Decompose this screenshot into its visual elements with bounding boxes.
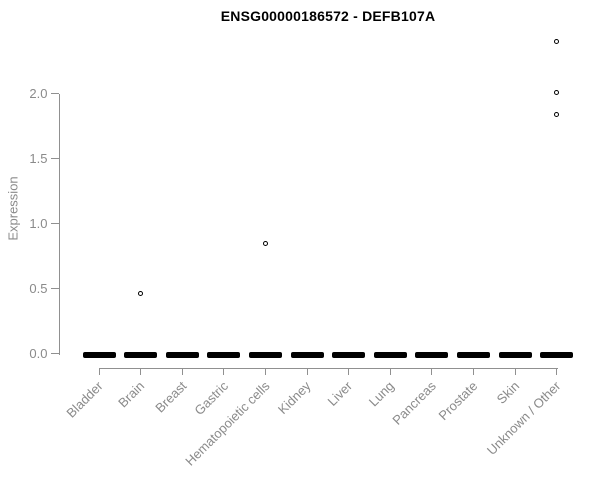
zero-expression-cluster [207, 352, 241, 358]
zero-expression-cluster [290, 352, 324, 358]
zero-expression-cluster [124, 352, 158, 358]
x-tick-label: Prostate [435, 378, 481, 424]
zero-expression-cluster [373, 352, 407, 358]
y-tick-mark [50, 223, 59, 224]
x-tick-mark [514, 368, 516, 375]
y-axis-line [58, 93, 60, 355]
zero-expression-cluster [498, 352, 532, 358]
x-tick-label: Bladder [63, 378, 106, 421]
outlier-point [138, 291, 144, 297]
x-tick-mark [223, 368, 225, 375]
x-tick-label: Gastric [190, 378, 231, 419]
x-tick-label: Skin [493, 378, 522, 407]
y-tick-label: 0.5 [29, 280, 48, 296]
zero-expression-cluster [248, 352, 282, 358]
x-tick-label: Breast [151, 378, 190, 416]
outlier-point [262, 240, 268, 246]
outlier-point [554, 89, 560, 95]
x-tick-label: Pancreas [389, 378, 439, 428]
x-tick-label: Lung [366, 378, 398, 410]
outlier-point [554, 39, 560, 44]
zero-expression-cluster [456, 352, 490, 358]
x-tick-mark [348, 368, 350, 375]
y-tick-mark [50, 353, 59, 354]
chart-title: ENSG00000186572 - DEFB107A [220, 8, 436, 24]
y-axis-label: Expression [5, 176, 21, 241]
zero-expression-cluster [415, 352, 449, 358]
x-tick-mark [181, 368, 183, 375]
zero-expression-cluster [332, 352, 366, 358]
y-tick-mark [50, 158, 59, 159]
zero-expression-cluster [165, 352, 199, 358]
y-tick-label: 1.0 [29, 215, 48, 231]
x-tick-mark [472, 368, 474, 375]
x-axis-line [99, 368, 558, 369]
x-tick-mark [389, 368, 391, 375]
x-tick-mark [556, 368, 558, 375]
y-tick-label: 2.0 [29, 85, 48, 101]
x-tick-mark [98, 368, 100, 375]
zero-expression-cluster [82, 352, 116, 358]
y-tick-label: 1.5 [29, 150, 48, 166]
x-tick-mark [431, 368, 433, 375]
y-tick-label: 0.0 [29, 345, 48, 361]
y-tick-mark [50, 93, 59, 94]
x-tick-label: Brain [115, 378, 148, 411]
y-tick-mark [50, 288, 59, 289]
x-tick-label: Kidney [275, 378, 314, 418]
zero-expression-cluster [540, 352, 574, 358]
outlier-point [554, 111, 560, 117]
x-tick-mark [140, 368, 142, 375]
x-tick-label: Liver [324, 378, 356, 409]
x-tick-mark [264, 368, 266, 375]
x-tick-mark [306, 368, 308, 375]
x-tick-label: Unknown / Other [483, 378, 564, 458]
